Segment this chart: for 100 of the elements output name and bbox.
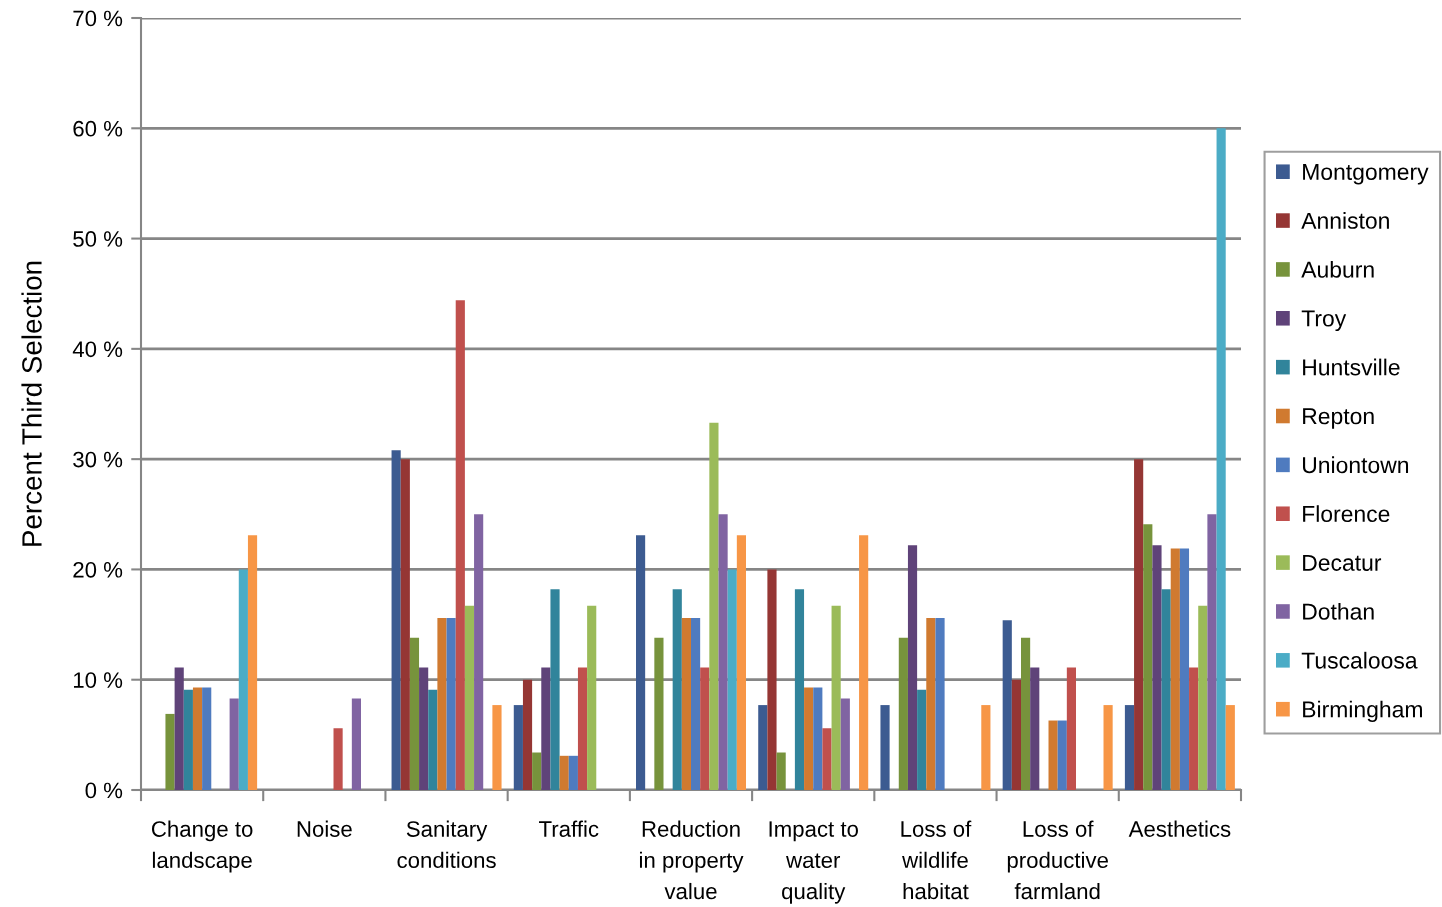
y-tick-label: 50 % (73, 231, 123, 247)
bar (709, 422, 719, 790)
bar (691, 617, 701, 790)
bar (437, 617, 447, 790)
bar (333, 728, 343, 790)
bar (165, 713, 175, 790)
bar (428, 689, 438, 790)
bar (541, 667, 551, 790)
bar (859, 535, 869, 790)
legend-label: Troy (1301, 310, 1347, 332)
bar (822, 728, 832, 790)
bar (247, 535, 258, 790)
bar (813, 687, 823, 790)
bar (672, 589, 682, 790)
y-tick-label: 70 % (73, 10, 123, 27)
x-tick-label: Noise (297, 820, 352, 837)
legend-label: Uniontown (1302, 456, 1409, 474)
legend-label: Montgomery (1303, 164, 1429, 185)
bar (474, 514, 484, 790)
bar (1143, 524, 1153, 790)
legend-label: Anniston (1301, 212, 1389, 229)
y-tick-label: 30 % (73, 451, 123, 468)
bar (1207, 514, 1217, 790)
bar (804, 687, 814, 790)
x-tick-label: Change to landscape (151, 820, 253, 873)
legend-label: Decatur (1303, 554, 1382, 571)
legend-label: Florence (1303, 505, 1390, 523)
bar (1134, 459, 1144, 790)
legend-label: Huntsville (1303, 358, 1400, 376)
bar (202, 687, 212, 790)
bar (700, 667, 710, 790)
bar (174, 667, 184, 790)
x-tick-label: Impact to water quality (769, 821, 858, 904)
bar (550, 589, 560, 790)
x-tick-label: Reduction in property value (639, 820, 744, 900)
x-tick-label: Loss of productive farmland (1007, 820, 1108, 900)
bar (1189, 667, 1199, 790)
bar (455, 300, 465, 790)
bar (577, 667, 588, 790)
bar (907, 545, 918, 790)
bar (776, 752, 786, 790)
x-tick-label: Loss of wildlife habitat (901, 820, 972, 900)
x-tick-label: Traffic (539, 820, 599, 837)
bar (1152, 545, 1162, 790)
bar (727, 569, 737, 790)
bar (1021, 637, 1031, 790)
bar (654, 637, 664, 790)
bar (1170, 548, 1180, 790)
bar (419, 667, 429, 790)
legend-label: Birmingham (1303, 700, 1422, 723)
bar (192, 687, 203, 790)
bar (532, 752, 542, 790)
bar (522, 679, 533, 790)
bar (492, 705, 502, 790)
bar (831, 605, 841, 790)
bar (1179, 548, 1190, 790)
bar (1030, 667, 1040, 790)
bar (794, 589, 805, 790)
bar (464, 605, 475, 790)
legend-label: Dothan (1303, 602, 1374, 620)
y-tick-label: 20 % (73, 561, 123, 578)
bar (926, 617, 936, 790)
bar (400, 459, 410, 790)
bar (1225, 705, 1235, 790)
legend-label: Repton (1303, 408, 1374, 429)
y-tick-label: 60 % (73, 120, 123, 137)
bar (880, 705, 890, 790)
bar (1216, 128, 1226, 790)
bar (1103, 705, 1113, 790)
bar (1124, 705, 1135, 790)
bar (513, 705, 523, 790)
bar (559, 755, 569, 790)
legend-label: Tuscaloosa (1301, 651, 1418, 669)
bar (568, 755, 578, 790)
y-tick-label: 0 % (85, 782, 123, 799)
bar (1011, 679, 1021, 790)
legend-label: Auburn (1301, 260, 1374, 278)
bar (587, 605, 597, 790)
bar (981, 705, 991, 790)
bar (351, 698, 361, 790)
bar (636, 535, 646, 790)
y-axis-title: Percent Third Selection (21, 261, 42, 546)
bar (840, 698, 850, 790)
x-tick-label: Aesthetics (1128, 820, 1231, 837)
bar (391, 450, 401, 790)
bar (183, 689, 193, 790)
bar (935, 617, 945, 790)
bar (1057, 720, 1067, 790)
y-tick-label: 10 % (73, 672, 123, 688)
bar (758, 705, 768, 790)
bar (446, 617, 456, 790)
bar (238, 569, 248, 790)
bar (681, 617, 691, 790)
bar (898, 637, 908, 790)
bar (718, 514, 728, 790)
bar (767, 569, 777, 790)
bar (1048, 720, 1058, 790)
y-tick-label: 40 % (72, 341, 123, 358)
x-tick-label: Sanitary conditions (397, 820, 496, 869)
bar (1161, 589, 1171, 790)
